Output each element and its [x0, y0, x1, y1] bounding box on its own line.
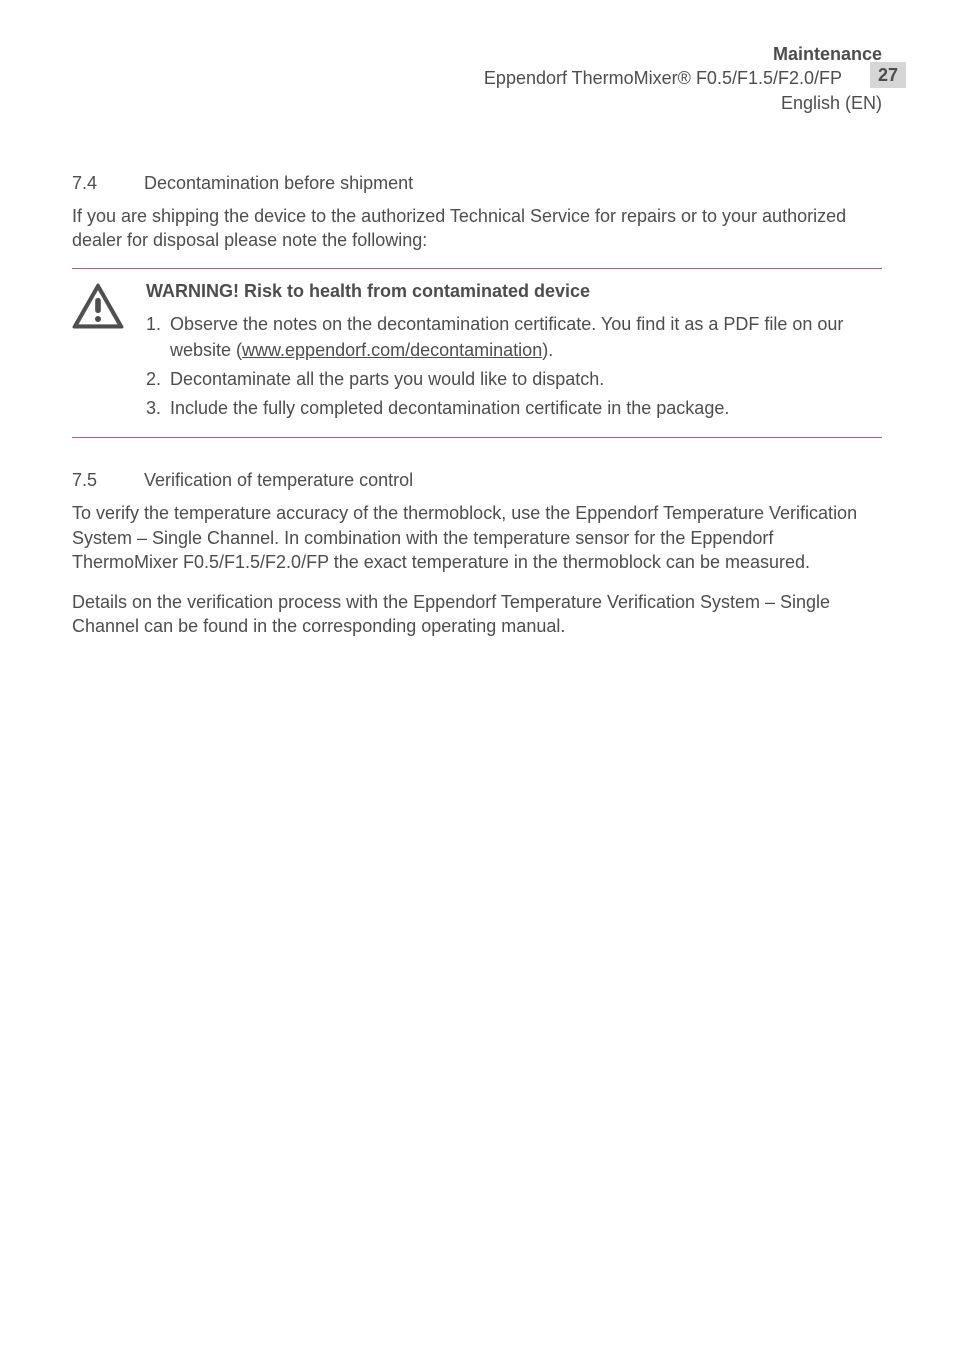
warning-item-1-link[interactable]: www.eppendorf.com/decontamination — [242, 340, 542, 360]
warning-item-1-post: ). — [542, 340, 553, 360]
warning-triangle-icon — [72, 283, 130, 329]
page: 27 Maintenance Eppendorf ThermoMixer® F0… — [0, 0, 954, 1354]
section-7-5-p2: Details on the verification process with… — [72, 590, 882, 639]
page-number: 27 — [878, 65, 898, 85]
warning-top-rule — [72, 268, 882, 269]
section-7-4-title: Decontamination before shipment — [144, 173, 413, 193]
section-7-4-intro: If you are shipping the device to the au… — [72, 204, 882, 253]
warning-bottom-rule — [72, 437, 882, 438]
warning-icon-cell — [72, 281, 130, 425]
section-7-4-heading: 7.4Decontamination before shipment — [72, 173, 882, 194]
warning-item-3: Include the fully completed decontaminat… — [146, 396, 882, 421]
warning-content: WARNING! Risk to health from contaminate… — [146, 281, 882, 425]
warning-title: WARNING! Risk to health from contaminate… — [146, 281, 882, 302]
warning-item-2: Decontaminate all the parts you would li… — [146, 367, 882, 392]
section-7-5-p1: To verify the temperature accuracy of th… — [72, 501, 882, 574]
warning-item-1: Observe the notes on the decontamination… — [146, 312, 882, 362]
running-header: Maintenance Eppendorf ThermoMixer® F0.5/… — [72, 42, 882, 115]
page-number-tab: 27 — [870, 62, 906, 88]
header-language: English (EN) — [72, 91, 882, 115]
warning-list: Observe the notes on the decontamination… — [146, 312, 882, 421]
section-7-4-number: 7.4 — [72, 173, 144, 194]
header-section-title: Maintenance — [72, 42, 882, 66]
header-product: Eppendorf ThermoMixer® F0.5/F1.5/F2.0/FP — [72, 66, 882, 90]
section-7-5-title: Verification of temperature control — [144, 470, 413, 490]
section-7-5-number: 7.5 — [72, 470, 144, 491]
section-7-5-heading: 7.5Verification of temperature control — [72, 470, 882, 491]
warning-block: WARNING! Risk to health from contaminate… — [72, 281, 882, 425]
